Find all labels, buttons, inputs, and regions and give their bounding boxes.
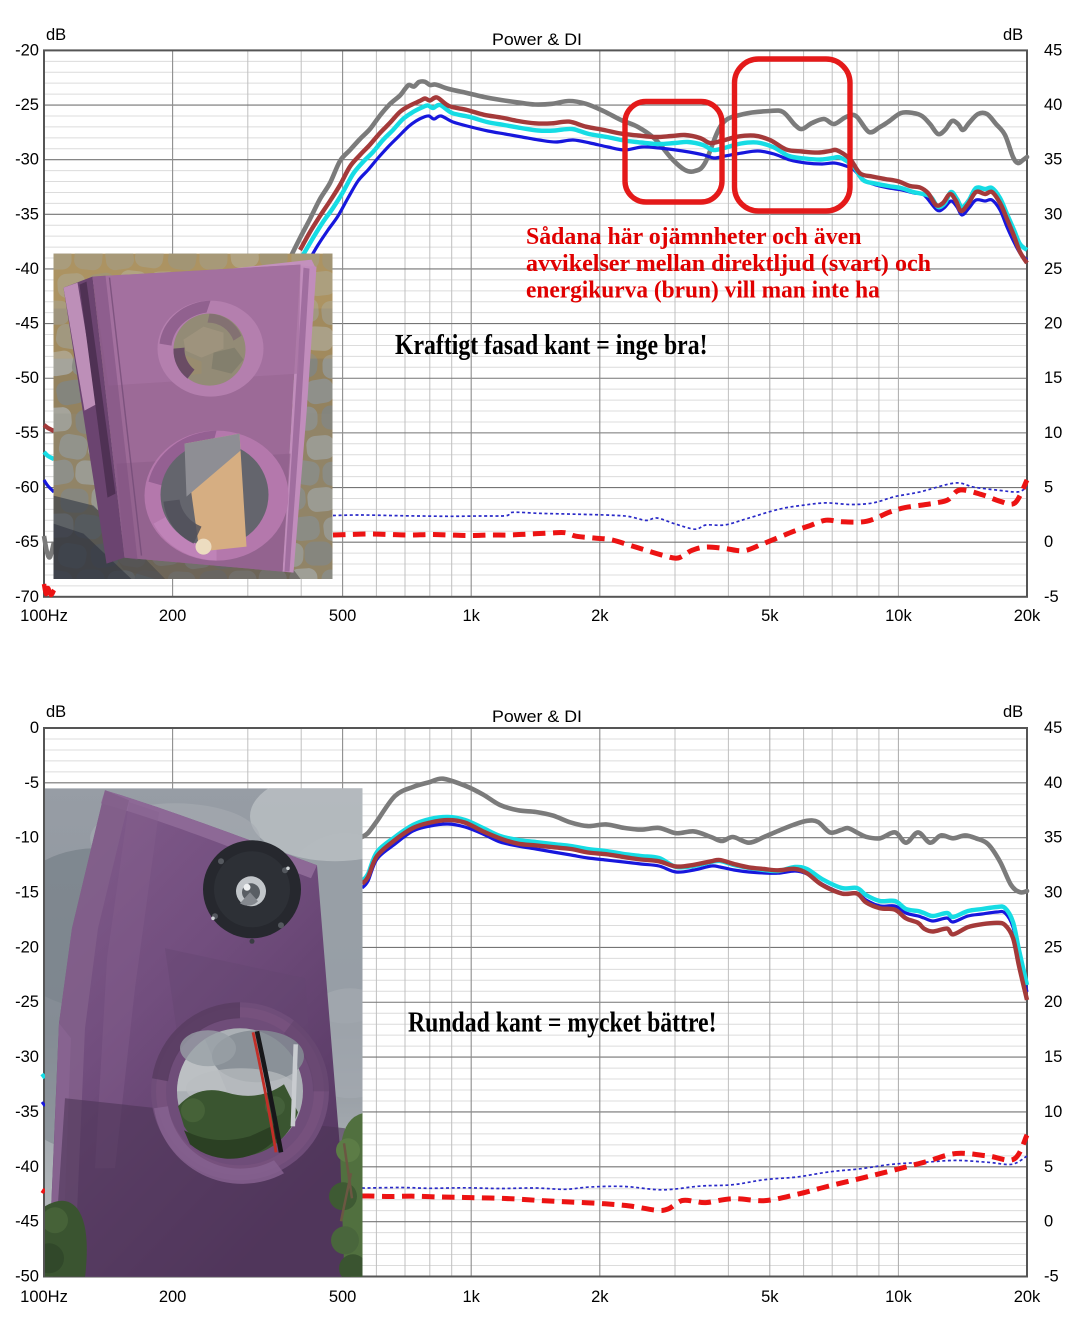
svg-text:500: 500 — [329, 607, 357, 625]
svg-text:100Hz: 100Hz — [20, 607, 68, 625]
svg-text:1k: 1k — [462, 607, 480, 625]
svg-text:-10: -10 — [15, 829, 39, 847]
svg-text:35: 35 — [1044, 829, 1062, 847]
svg-text:5: 5 — [1044, 1158, 1053, 1176]
svg-text:Power & DI: Power & DI — [492, 31, 582, 49]
svg-text:5k: 5k — [761, 1288, 779, 1306]
svg-text:-55: -55 — [15, 424, 39, 442]
svg-text:-35: -35 — [15, 1103, 39, 1121]
svg-text:Sådana här ojämnheter och även: Sådana här ojämnheter och även — [526, 224, 862, 250]
svg-text:0: 0 — [1044, 1213, 1053, 1231]
svg-text:-25: -25 — [15, 993, 39, 1011]
svg-text:Rundad kant = mycket bättre!: Rundad kant = mycket bättre! — [408, 1007, 717, 1039]
svg-text:500: 500 — [329, 1288, 357, 1306]
svg-text:10k: 10k — [885, 607, 912, 625]
svg-text:200: 200 — [159, 1288, 187, 1306]
svg-text:-25: -25 — [15, 96, 39, 114]
svg-text:25: 25 — [1044, 938, 1062, 956]
svg-text:-15: -15 — [15, 884, 39, 902]
svg-text:-5: -5 — [24, 774, 39, 792]
svg-text:-5: -5 — [1044, 1268, 1059, 1286]
svg-text:dB: dB — [46, 26, 66, 44]
svg-text:20k: 20k — [1014, 1288, 1041, 1306]
svg-text:-70: -70 — [15, 588, 39, 606]
svg-text:1k: 1k — [462, 1288, 480, 1306]
svg-text:-50: -50 — [15, 369, 39, 387]
svg-text:200: 200 — [159, 607, 187, 625]
svg-text:0: 0 — [1044, 533, 1053, 551]
svg-text:25: 25 — [1044, 260, 1062, 278]
svg-text:2k: 2k — [591, 1288, 609, 1306]
svg-text:dB: dB — [1003, 703, 1023, 721]
svg-text:-45: -45 — [15, 1213, 39, 1231]
svg-text:100Hz: 100Hz — [20, 1288, 68, 1306]
svg-text:0: 0 — [30, 719, 39, 737]
svg-text:-65: -65 — [15, 533, 39, 551]
svg-text:15: 15 — [1044, 1048, 1062, 1066]
svg-text:dB: dB — [46, 703, 66, 721]
svg-text:-60: -60 — [15, 479, 39, 497]
svg-text:10: 10 — [1044, 1103, 1062, 1121]
svg-text:Kraftigt fasad kant = inge bra: Kraftigt fasad kant = inge bra! — [395, 329, 708, 361]
svg-text:-50: -50 — [15, 1268, 39, 1286]
svg-text:-5: -5 — [1044, 588, 1059, 606]
svg-text:45: 45 — [1044, 719, 1062, 737]
svg-text:dB: dB — [1003, 26, 1023, 44]
svg-text:20: 20 — [1044, 315, 1062, 333]
svg-text:40: 40 — [1044, 774, 1062, 792]
svg-text:5: 5 — [1044, 479, 1053, 497]
svg-text:energikurva (brun) vill man in: energikurva (brun) vill man inte ha — [526, 278, 880, 304]
svg-text:-30: -30 — [15, 151, 39, 169]
svg-text:20k: 20k — [1014, 607, 1041, 625]
svg-text:-20: -20 — [15, 938, 39, 956]
svg-text:10k: 10k — [885, 1288, 912, 1306]
svg-text:-40: -40 — [15, 1158, 39, 1176]
svg-text:40: 40 — [1044, 96, 1062, 114]
svg-text:5k: 5k — [761, 607, 779, 625]
svg-text:30: 30 — [1044, 205, 1062, 223]
svg-text:45: 45 — [1044, 41, 1062, 59]
svg-text:-45: -45 — [15, 315, 39, 333]
svg-text:-35: -35 — [15, 205, 39, 223]
svg-text:-20: -20 — [15, 41, 39, 59]
svg-text:20: 20 — [1044, 993, 1062, 1011]
svg-text:30: 30 — [1044, 884, 1062, 902]
svg-text:avvikelser mellan direktljud (: avvikelser mellan direktljud (svart) och — [526, 251, 931, 277]
svg-text:15: 15 — [1044, 369, 1062, 387]
svg-text:10: 10 — [1044, 424, 1062, 442]
svg-text:Power & DI: Power & DI — [492, 708, 582, 726]
svg-text:35: 35 — [1044, 151, 1062, 169]
svg-text:2k: 2k — [591, 607, 609, 625]
svg-text:-30: -30 — [15, 1048, 39, 1066]
svg-text:-40: -40 — [15, 260, 39, 278]
